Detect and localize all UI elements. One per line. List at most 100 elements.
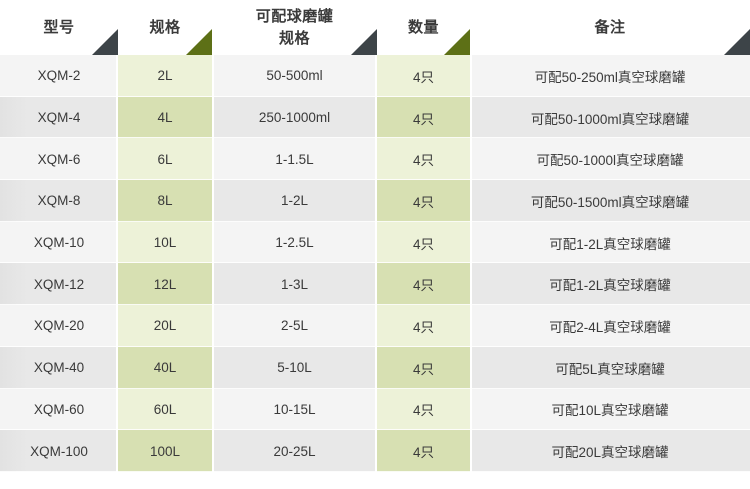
- cell-spec: 10L: [118, 221, 212, 264]
- cell-model: XQM-4: [37, 110, 81, 126]
- cell-remark: 可配50-1500ml真空球磨罐: [530, 194, 690, 210]
- column-gutter: [375, 263, 377, 306]
- column-gutter: [375, 55, 377, 97]
- table-row: XQM-60 60L 10-15L 4只 可配10L真空球磨罐: [0, 388, 750, 431]
- column-header-remark: 备注: [470, 0, 750, 55]
- column-header-jar-label-line2: 规格: [278, 29, 310, 47]
- cell-remark: 可配10L真空球磨罐: [551, 403, 669, 419]
- column-gutter: [212, 180, 214, 222]
- cell-remark: 可配1-2L真空球磨罐: [549, 236, 671, 252]
- column-gutter: [470, 346, 472, 389]
- cell-quantity: 4只: [377, 96, 470, 139]
- cell-quantity: 4只: [377, 263, 470, 306]
- column-header-model: 型号: [0, 0, 118, 55]
- cell-remark: 可配50-1000ml真空球磨罐: [530, 111, 690, 127]
- column-gutter: [470, 55, 472, 97]
- column-gutter: [212, 138, 214, 181]
- table-row: XQM-10 10L 1-2.5L 4只 可配1-2L真空球磨罐: [0, 221, 750, 264]
- column-gutter: [375, 180, 377, 222]
- column-gutter: [375, 346, 377, 389]
- cell-jar: 2-5L: [280, 318, 309, 334]
- cell-quantity: 4只: [377, 180, 470, 222]
- table-row: XQM-6 6L 1-1.5L 4只 可配50-1000l真空球磨罐: [0, 138, 750, 181]
- column-gutter: [116, 263, 118, 306]
- cell-jar: 10-15L: [273, 401, 316, 417]
- table-row: XQM-12 12L 1-3L 4只 可配1-2L真空球磨罐: [0, 263, 750, 306]
- cell-quantity: 4只: [377, 430, 470, 472]
- cell-quantity: 4只: [377, 221, 470, 264]
- cell-spec: 4L: [118, 96, 212, 139]
- column-gutter: [212, 430, 214, 472]
- cell-jar: 1-1.5L: [275, 151, 314, 167]
- cell-model: XQM-10: [33, 235, 85, 251]
- cell-remark: 可配50-250ml真空球磨罐: [534, 69, 686, 85]
- cell-spec: 60L: [118, 388, 212, 431]
- column-gutter: [470, 221, 472, 264]
- column-gutter: [116, 180, 118, 222]
- cell-spec: 2L: [118, 55, 212, 97]
- cell-quantity: 4只: [377, 138, 470, 181]
- cell-spec: 100L: [118, 430, 212, 472]
- table-row: XQM-4 4L 250-1000ml 4只 可配50-1000ml真空球磨罐: [0, 96, 750, 139]
- cell-model: XQM-2: [37, 68, 81, 84]
- cell-spec: 12L: [118, 263, 212, 306]
- column-gutter: [212, 388, 214, 431]
- table-row: XQM-8 8L 1-2L 4只 可配50-1500ml真空球磨罐: [0, 180, 750, 222]
- table-body: XQM-2 2L 50-500ml 4只 可配50-250ml真空球磨罐 XQM-4 4L 2…: [0, 55, 750, 472]
- cell-spec: 8L: [118, 180, 212, 222]
- table-row: XQM-40 40L 5-10L 4只 可配5L真空球磨罐: [0, 346, 750, 389]
- corner-triangle-icon: [186, 29, 212, 55]
- table-row: XQM-100 100L 20-25L 4只 可配20L真空球磨罐: [0, 430, 750, 472]
- cell-model: XQM-20: [33, 318, 85, 334]
- column-gutter: [116, 221, 118, 264]
- column-header-quantity: 数量: [377, 0, 470, 55]
- cell-model: XQM-12: [33, 276, 85, 292]
- cell-jar: 5-10L: [277, 360, 312, 376]
- column-header-jar: 可配球磨罐 规格: [212, 0, 377, 55]
- cell-model: XQM-6: [37, 151, 81, 167]
- cell-remark: 可配20L真空球磨罐: [551, 445, 669, 461]
- column-gutter: [212, 221, 214, 264]
- cell-model: XQM-60: [33, 401, 85, 417]
- cell-jar: 1-3L: [280, 276, 309, 292]
- column-gutter: [116, 305, 118, 347]
- cell-jar: 250-1000ml: [258, 110, 331, 126]
- column-gutter: [212, 96, 214, 139]
- cell-model: XQM-40: [33, 360, 85, 376]
- column-gutter: [116, 55, 118, 97]
- cell-remark: 可配1-2L真空球磨罐: [549, 278, 671, 294]
- cell-quantity: 4只: [377, 346, 470, 389]
- table-header-row: 型号 规格 可配球磨罐 规格 数量 备注: [0, 0, 750, 55]
- column-gutter: [116, 138, 118, 181]
- column-gutter: [375, 221, 377, 264]
- column-header-spec-label: 规格: [149, 18, 181, 36]
- cell-jar: 50-500ml: [266, 68, 323, 84]
- column-gutter: [116, 346, 118, 389]
- cell-remark: 可配50-1000l真空球磨罐: [536, 153, 684, 169]
- cell-spec: 40L: [118, 346, 212, 389]
- cell-jar: 20-25L: [273, 443, 316, 459]
- cell-quantity: 4只: [377, 55, 470, 97]
- cell-quantity: 4只: [377, 388, 470, 431]
- table-bottom-strip: [0, 472, 750, 489]
- column-gutter: [470, 138, 472, 181]
- column-header-jar-label-line1: 可配球磨罐: [255, 7, 334, 25]
- cell-jar: 1-2L: [280, 193, 309, 209]
- column-gutter: [375, 305, 377, 347]
- column-gutter: [116, 430, 118, 472]
- column-gutter: [470, 96, 472, 139]
- corner-triangle-icon: [724, 29, 750, 55]
- column-gutter: [470, 180, 472, 222]
- column-gutter: [375, 138, 377, 181]
- column-header-spec: 规格: [118, 0, 212, 55]
- corner-triangle-icon: [351, 29, 377, 55]
- cell-model: XQM-8: [37, 193, 81, 209]
- column-gutter: [470, 430, 472, 472]
- cell-jar: 1-2.5L: [275, 235, 314, 251]
- column-gutter: [375, 388, 377, 431]
- column-gutter: [470, 263, 472, 306]
- column-gutter: [212, 305, 214, 347]
- column-gutter: [212, 55, 214, 97]
- column-gutter: [116, 388, 118, 431]
